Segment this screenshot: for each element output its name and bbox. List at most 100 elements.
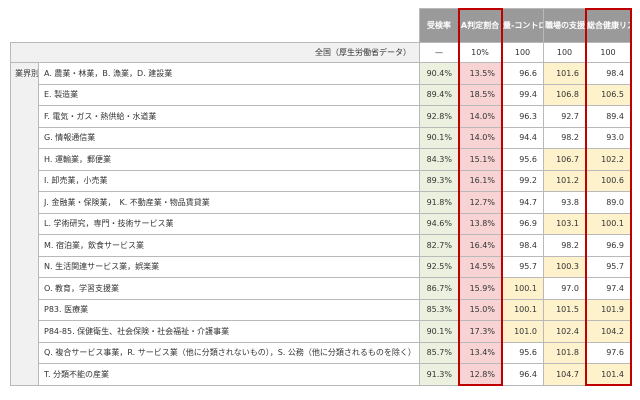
a-ratio-cell: 14.0% xyxy=(458,105,502,128)
control-cell: 96.4 xyxy=(501,363,544,386)
industry-stress-table-container: 受検率 A判定割合 量-コントロール 職場の支援 総合健康リスク 全国（厚生労働… xyxy=(10,7,632,386)
risk-cell: 95.7 xyxy=(585,255,631,278)
header-row: 受検率 A判定割合 量-コントロール 職場の支援 総合健康リスク xyxy=(10,8,631,43)
a-ratio-cell: 16.4% xyxy=(458,234,502,257)
industry-name-cell: I. 卸売業，小売業 xyxy=(38,169,420,192)
table-row: T. 分類不能の産業 91.3% 12.8% 96.4 104.7 101.4 xyxy=(11,363,631,386)
control-cell: 99.2 xyxy=(501,169,544,192)
industry-name-cell: G. 情報通信業 xyxy=(38,126,420,149)
industry-name-cell: N. 生活関連サービス業，娯楽業 xyxy=(38,255,420,278)
a-ratio-cell: 13.8% xyxy=(458,212,502,235)
industry-name-cell: M. 宿泊業，飲食サービス業 xyxy=(38,234,420,257)
table-row: 業界別 A. 農業・林業，B. 漁業，D. 建設業 90.4% 13.5% 96.6 10… xyxy=(10,62,631,386)
support-cell: 98.2 xyxy=(543,234,586,257)
control-cell: 95.6 xyxy=(501,148,544,171)
exam-rate-cell: 90.4% xyxy=(419,62,459,85)
support-cell: 106.8 xyxy=(543,83,586,106)
a-ratio-cell: 15.0% xyxy=(458,298,502,321)
header-control: 量-コントロール xyxy=(501,8,544,43)
control-cell: 96.3 xyxy=(501,105,544,128)
risk-cell: 96.9 xyxy=(585,234,631,257)
exam-rate-cell: 85.3% xyxy=(419,298,459,321)
support-cell: 97.0 xyxy=(543,277,586,300)
support-cell: 103.1 xyxy=(543,212,586,235)
exam-rate-cell: 91.8% xyxy=(419,191,459,214)
risk-cell: 93.0 xyxy=(585,126,631,149)
header-risk: 総合健康リスク xyxy=(585,8,631,43)
risk-cell: 100.1 xyxy=(585,212,631,235)
control-cell: 96.6 xyxy=(501,62,544,85)
table-row: H. 運輸業，郵便業 84.3% 15.1% 95.6 106.7 102.2 xyxy=(11,148,631,171)
industry-side-label: 業界別 xyxy=(10,62,39,386)
support-cell: 102.4 xyxy=(543,320,586,343)
industry-name-cell: T. 分類不能の産業 xyxy=(38,363,420,386)
industry-name-cell: O. 教育，学習支援業 xyxy=(38,277,420,300)
industry-name-cell: P84-85. 保健衛生、社会保険・社会福祉・介護事業 xyxy=(38,320,420,343)
exam-rate-cell: 89.3% xyxy=(419,169,459,192)
table-row: N. 生活関連サービス業，娯楽業 92.5% 14.5% 95.7 100.3 95.7 xyxy=(11,255,631,278)
table-row: I. 卸売業，小売業 89.3% 16.1% 99.2 101.2 100.6 xyxy=(11,169,631,192)
support-cell: 101.8 xyxy=(543,341,586,364)
header-support: 職場の支援 xyxy=(543,8,586,43)
a-ratio-cell: 12.7% xyxy=(458,191,502,214)
risk-cell: 97.4 xyxy=(585,277,631,300)
table-row: J. 金融業・保険業， K. 不動産業・物品賃貸業 91.8% 12.7% 94.7 9… xyxy=(11,191,631,214)
exam-rate-cell: 84.3% xyxy=(419,148,459,171)
risk-cell: 97.6 xyxy=(585,341,631,364)
exam-rate-cell: 82.7% xyxy=(419,234,459,257)
national-support: 100 xyxy=(543,42,586,63)
support-cell: 100.3 xyxy=(543,255,586,278)
risk-cell: 89.0 xyxy=(585,191,631,214)
a-ratio-cell: 14.0% xyxy=(458,126,502,149)
industry-stress-table: 受検率 A判定割合 量-コントロール 職場の支援 総合健康リスク 全国（厚生労働… xyxy=(10,8,631,386)
header-a-ratio: A判定割合 xyxy=(458,8,502,43)
industry-name-cell: L. 学術研究，専門・技術サービス業 xyxy=(38,212,420,235)
support-cell: 106.7 xyxy=(543,148,586,171)
risk-cell: 106.5 xyxy=(585,83,631,106)
industry-name-cell: H. 運輸業，郵便業 xyxy=(38,148,420,171)
industry-name-cell: F. 電気・ガス・熱供給・水道業 xyxy=(38,105,420,128)
a-ratio-cell: 13.4% xyxy=(458,341,502,364)
table-row: O. 教育，学習支援業 86.7% 15.9% 100.1 97.0 97.4 xyxy=(11,277,631,300)
risk-cell: 101.4 xyxy=(585,363,631,386)
exam-rate-cell: 94.6% xyxy=(419,212,459,235)
risk-cell: 101.9 xyxy=(585,298,631,321)
header-exam-rate: 受検率 xyxy=(419,8,459,43)
national-a-ratio: 10% xyxy=(458,42,502,63)
exam-rate-cell: 92.8% xyxy=(419,105,459,128)
control-cell: 95.7 xyxy=(501,255,544,278)
risk-cell: 98.4 xyxy=(585,62,631,85)
exam-rate-cell: 89.4% xyxy=(419,83,459,106)
table-row: M. 宿泊業，飲食サービス業 82.7% 16.4% 98.4 98.2 96.9 xyxy=(11,234,631,257)
header-blank xyxy=(10,8,420,43)
risk-cell: 89.4 xyxy=(585,105,631,128)
support-cell: 92.7 xyxy=(543,105,586,128)
national-control: 100 xyxy=(501,42,544,63)
exam-rate-cell: 86.7% xyxy=(419,277,459,300)
risk-cell: 100.6 xyxy=(585,169,631,192)
industry-name-cell: A. 農業・林業，B. 漁業，D. 建設業 xyxy=(38,62,420,85)
exam-rate-cell: 92.5% xyxy=(419,255,459,278)
risk-cell: 104.2 xyxy=(585,320,631,343)
risk-cell: 102.2 xyxy=(585,148,631,171)
support-cell: 101.5 xyxy=(543,298,586,321)
exam-rate-cell: 85.7% xyxy=(419,341,459,364)
support-cell: 104.7 xyxy=(543,363,586,386)
industry-name-cell: E. 製造業 xyxy=(38,83,420,106)
support-cell: 93.8 xyxy=(543,191,586,214)
control-cell: 101.0 xyxy=(501,320,544,343)
a-ratio-cell: 14.5% xyxy=(458,255,502,278)
a-ratio-cell: 12.8% xyxy=(458,363,502,386)
control-cell: 98.4 xyxy=(501,234,544,257)
industry-name-cell: Q. 複合サービス事業，R. サービス業（他に分類されないもの），S. 公務（他… xyxy=(38,341,420,364)
national-risk: 100 xyxy=(585,42,631,63)
national-row: 全国（厚生労働省データ） — 10% 100 100 100 xyxy=(10,42,631,63)
a-ratio-cell: 15.1% xyxy=(458,148,502,171)
industry-name-cell: P83. 医療業 xyxy=(38,298,420,321)
support-cell: 101.6 xyxy=(543,62,586,85)
support-cell: 98.2 xyxy=(543,126,586,149)
support-cell: 101.2 xyxy=(543,169,586,192)
table-row: L. 学術研究，専門・技術サービス業 94.6% 13.8% 96.9 103.1 100… xyxy=(11,212,631,235)
control-cell: 96.9 xyxy=(501,212,544,235)
control-cell: 100.1 xyxy=(501,277,544,300)
